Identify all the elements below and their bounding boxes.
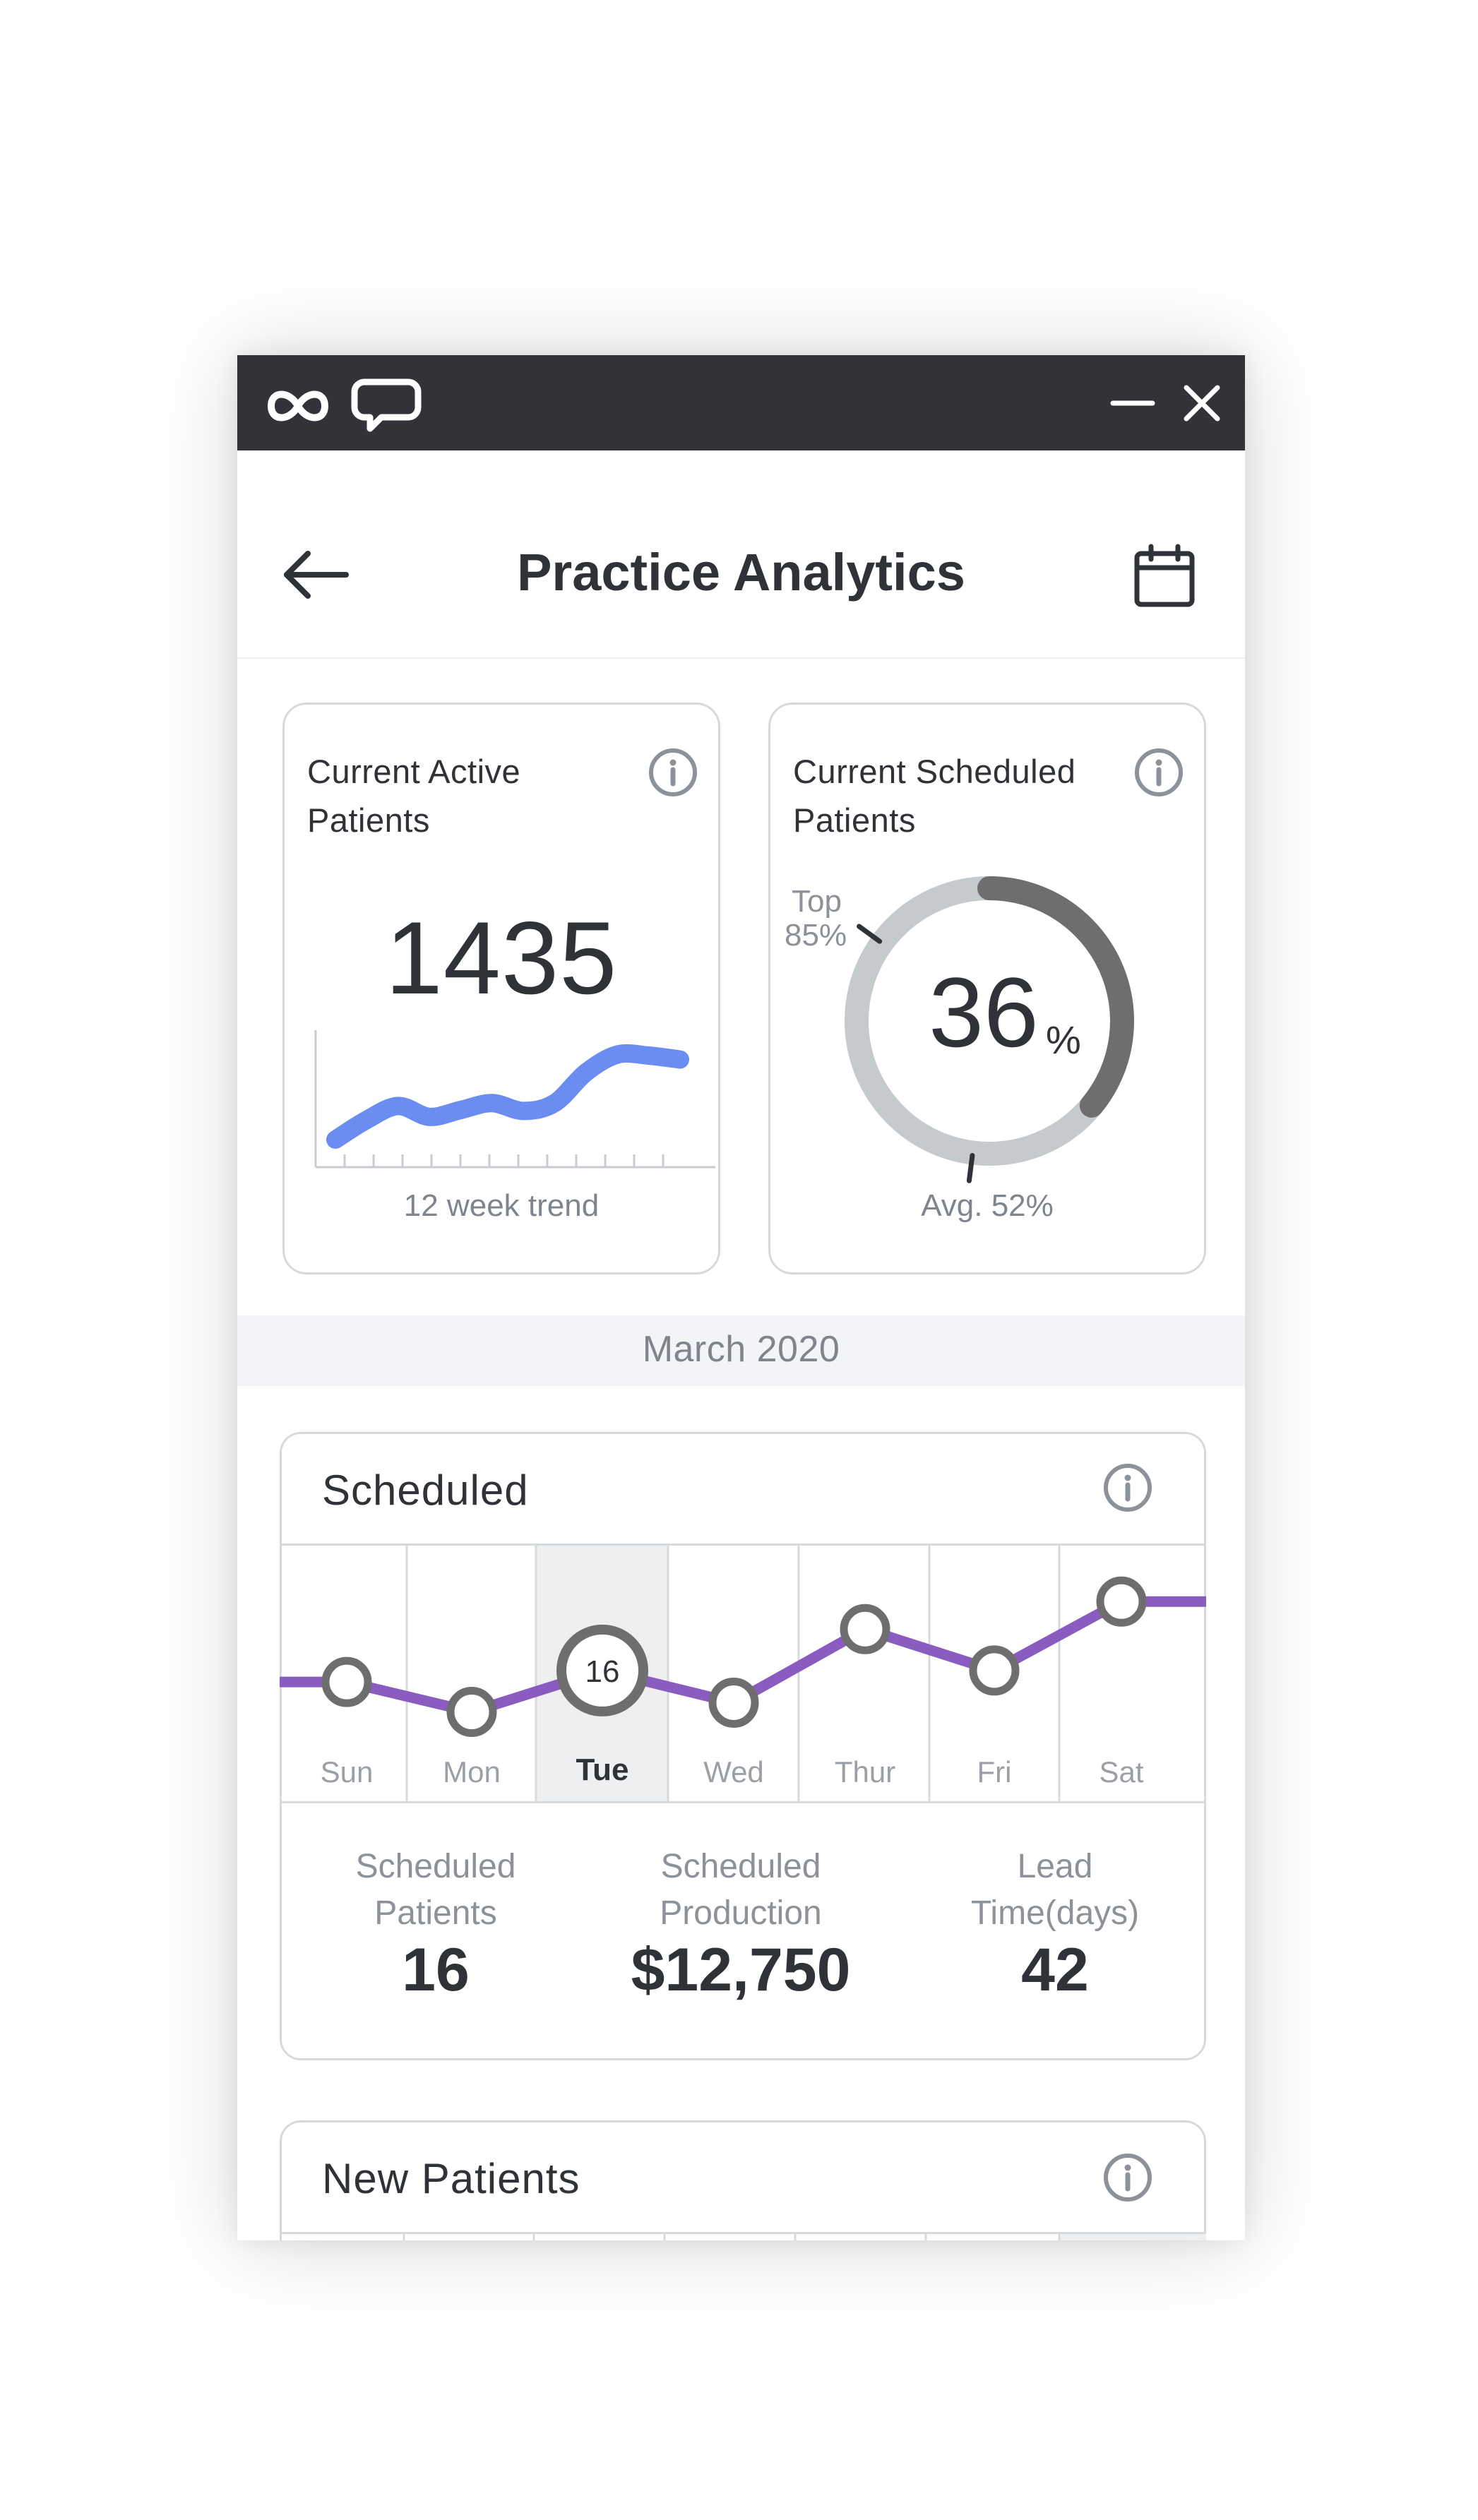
donut-value-arc (977, 876, 1134, 1118)
active-patients-card[interactable]: Current Active Patients 1435 12 week tre… (282, 703, 720, 1274)
top-value: 85% (785, 918, 847, 953)
stat-label: Scheduled Patients (294, 1844, 577, 1937)
donut-chart: 36 % (845, 876, 1134, 1183)
calendar-icon[interactable] (1133, 544, 1196, 609)
trend-caption: 12 week trend (403, 1188, 600, 1223)
stat-label: Lead Time(days) (914, 1844, 1196, 1937)
data-point (321, 1656, 372, 1707)
infinity-logo-icon[interactable] (263, 378, 333, 434)
scheduled-card: Scheduled 16 Sun Mon Tue Wed Thur Fri Sat Sche… (280, 1432, 1206, 2060)
stat-label-line2: Time(days) (970, 1894, 1140, 1932)
page-title: Practice Analytics (517, 543, 965, 602)
stat-label-line1: Lead (1017, 1848, 1093, 1885)
info-icon[interactable] (1102, 2152, 1153, 2203)
new-patients-card: New Patients (280, 2120, 1206, 2240)
close-icon[interactable] (1182, 383, 1222, 423)
arrow-left-icon[interactable] (281, 549, 350, 600)
active-patients-title: Current Active Patients (307, 747, 520, 844)
chat-bubble-icon[interactable] (350, 376, 422, 434)
info-icon[interactable] (1133, 747, 1184, 798)
stat-label-line1: Scheduled (660, 1848, 821, 1885)
day-label-wed: Wed (703, 1755, 764, 1789)
day-label-tue: Tue (576, 1752, 629, 1787)
day-label-sat: Sat (1099, 1755, 1143, 1789)
stat-value: 42 (1021, 1936, 1089, 2004)
minimize-icon[interactable] (1110, 389, 1155, 417)
selected-point-label: 16 (585, 1654, 620, 1689)
page-header: Practice Analytics (237, 450, 1245, 659)
stat-label-line1: Scheduled (355, 1848, 516, 1885)
new-patients-title: New Patients (322, 2155, 580, 2202)
info-icon[interactable] (1102, 1462, 1153, 1513)
scheduled-title: Scheduled (322, 1467, 529, 1514)
month-label: March 2020 (642, 1329, 840, 1370)
stat-label-line2: Production (660, 1894, 822, 1932)
top-label: Top (792, 884, 842, 919)
scheduled-patients-card[interactable]: Current Scheduled Patients Top 85% 36 % … (768, 703, 1206, 1274)
day-label-thur: Thur (835, 1755, 895, 1789)
scheduled-patients-title-line2: Patients (793, 801, 916, 839)
analytics-window: Practice Analytics Current Active Patien… (237, 355, 1245, 2240)
day-label-mon: Mon (443, 1755, 501, 1789)
selected-point (556, 1624, 648, 1716)
week-chart: 16 Sun Mon Tue Wed Thur Fri Sat (280, 1543, 1206, 1803)
month-band: March 2020 (237, 1315, 1245, 1386)
active-patients-value: 1435 (385, 900, 618, 1015)
top-marker-label: Top 85% (785, 885, 847, 953)
top-marker (857, 924, 883, 944)
data-point (969, 1645, 1020, 1696)
scheduled-patients-title: Current Scheduled Patients (793, 747, 1075, 844)
data-point (1096, 1576, 1147, 1627)
day-label-fri: Fri (977, 1755, 1012, 1789)
trend-chart (314, 1030, 715, 1169)
stat-value: $12,750 (631, 1936, 851, 2004)
day-label-sun: Sun (321, 1755, 374, 1789)
avg-caption: Avg. 52% (921, 1188, 1054, 1223)
stat-label: Scheduled Production (600, 1844, 882, 1937)
data-point (840, 1604, 890, 1654)
trend-line (326, 1044, 689, 1149)
data-point (708, 1677, 759, 1728)
active-patients-title-line1: Current Active (307, 753, 521, 790)
active-patients-title-line2: Patients (307, 801, 430, 839)
donut-unit: % (1046, 1017, 1081, 1062)
data-point (446, 1686, 497, 1737)
donut-value: 36 (929, 957, 1039, 1068)
info-icon[interactable] (648, 747, 698, 798)
avg-marker (966, 1152, 975, 1183)
title-bar (237, 355, 1245, 450)
stat-label-line2: Patients (374, 1894, 497, 1932)
scheduled-patients-title-line1: Current Scheduled (793, 753, 1076, 790)
scheduled-stats: Scheduled Patients 16 Scheduled Production $1… (282, 1805, 1204, 2059)
stat-value: 16 (402, 1936, 470, 2004)
new-patients-chart-grid (280, 2232, 1206, 2240)
